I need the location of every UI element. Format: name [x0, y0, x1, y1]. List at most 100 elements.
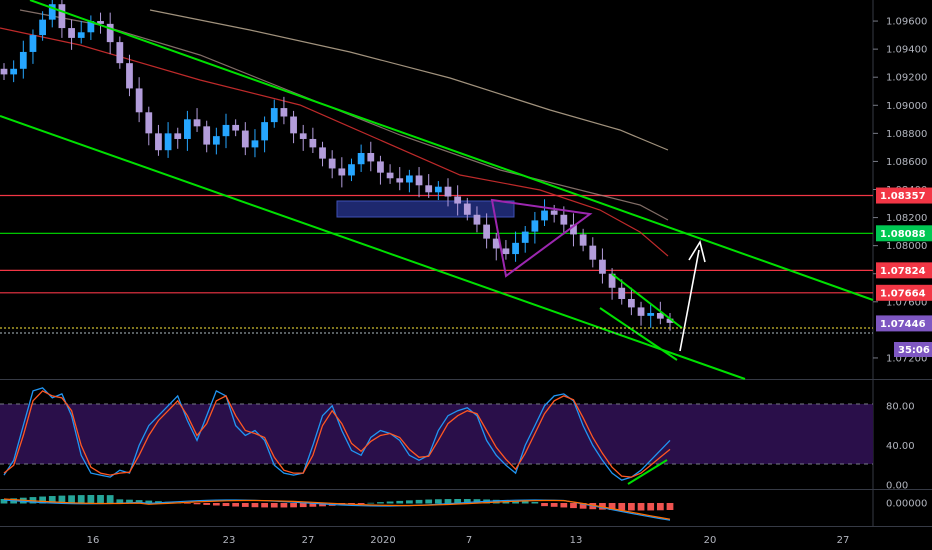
- macd-histogram-bar: [232, 503, 240, 507]
- candle-body: [10, 68, 18, 75]
- macd-histogram-bar: [618, 503, 626, 511]
- candle-body: [174, 133, 182, 139]
- candle-body: [309, 138, 317, 148]
- macd-histogram-bar: [647, 503, 655, 511]
- macd-histogram-bar: [193, 503, 201, 505]
- candle-body: [280, 108, 288, 117]
- stochastic-pane[interactable]: [3, 387, 671, 481]
- macd-histogram-bar: [299, 503, 307, 508]
- price-tick-label: 1.09000: [886, 101, 927, 112]
- price-tick-label: 1.08200: [886, 213, 927, 224]
- macd-histogram-bar: [550, 503, 558, 507]
- stoch-axis: 80.00 40.00 0.00: [886, 401, 915, 491]
- ma-100-line: [19, 9, 669, 221]
- macd-histogram-bar: [637, 503, 645, 511]
- candle-body: [570, 224, 577, 235]
- candle-body: [599, 259, 606, 274]
- candle-body: [550, 210, 558, 215]
- candle-body: [541, 210, 548, 221]
- macd-histogram-bar: [48, 496, 56, 504]
- time-tick-label: 27: [302, 535, 315, 546]
- macd-tick-label: 0.00000: [886, 499, 927, 510]
- candle-body: [97, 21, 104, 24]
- price-tag-label: 1.08088: [880, 229, 926, 240]
- candle-body: [608, 273, 616, 288]
- candle-body: [656, 313, 664, 319]
- macd-histogram-bar: [367, 502, 375, 504]
- candle-body: [618, 287, 626, 299]
- macd-histogram-bar: [58, 495, 66, 504]
- price-tag-label: 1.07446: [880, 319, 926, 330]
- candle-body: [241, 130, 249, 148]
- wedge-upper-line[interactable]: [611, 273, 683, 329]
- macd-histogram-bar: [97, 495, 104, 504]
- wedge-lower-line[interactable]: [599, 307, 678, 361]
- macd-histogram-bar: [463, 499, 471, 504]
- stoch-tick-label: 40.00: [886, 441, 915, 452]
- candles: [0, 0, 674, 331]
- macd-histogram-bar: [241, 503, 249, 507]
- candle-body: [68, 28, 75, 38]
- candle-body: [48, 4, 56, 20]
- macd-histogram-bar: [184, 503, 191, 504]
- candle-body: [222, 124, 230, 137]
- macd-histogram-bar: [406, 500, 413, 504]
- macd-histogram-bar: [251, 503, 259, 508]
- candle-body: [164, 133, 172, 151]
- channel-upper-trendline[interactable]: [29, 0, 874, 301]
- candle-body: [454, 196, 462, 204]
- macd-histogram-bar: [280, 503, 288, 508]
- macd-histogram-bar: [656, 503, 664, 511]
- macd-histogram-bar: [628, 503, 635, 511]
- candle-body: [473, 214, 481, 225]
- candle-body: [434, 186, 442, 193]
- macd-signal-line: [3, 498, 671, 520]
- candle-body: [319, 147, 326, 159]
- price-tick-label: 1.08800: [886, 129, 927, 140]
- candle-body: [29, 35, 37, 52]
- macd-histogram-bar: [68, 495, 75, 504]
- candle-body: [367, 153, 375, 162]
- macd-histogram-bar: [512, 500, 519, 504]
- candle-body: [87, 21, 95, 33]
- macd-pane[interactable]: [0, 495, 674, 521]
- candle-body: [444, 186, 452, 197]
- price-axis[interactable]: 1.09600 1.09400 1.09200 1.09000 1.08800 1.086…: [873, 17, 927, 365]
- candle-body: [386, 172, 394, 179]
- candle-body: [19, 51, 27, 69]
- time-tick-label: 27: [837, 535, 850, 546]
- macd-histogram-bar: [145, 500, 153, 504]
- macd-histogram-bar: [357, 503, 365, 504]
- candle-body: [232, 124, 240, 131]
- candle-body: [348, 164, 355, 176]
- macd-histogram-bar: [106, 495, 114, 504]
- time-axis[interactable]: 16 23 27 2020 7 13 20 27: [87, 535, 850, 546]
- candle-body: [396, 178, 404, 183]
- macd-histogram-bar: [222, 503, 230, 507]
- candle-body: [77, 32, 85, 38]
- time-tick-label: 20: [704, 535, 717, 546]
- price-tag-box: [876, 284, 932, 301]
- candle-body: [212, 136, 220, 145]
- countdown-label: 35:06: [898, 345, 930, 356]
- candle-body: [377, 161, 384, 173]
- candle-body: [483, 224, 490, 239]
- candle-body: [647, 313, 655, 316]
- projection-arrow[interactable]: [679, 249, 700, 352]
- resistance-zone-box[interactable]: [336, 200, 515, 218]
- channel-lower-trendline[interactable]: [0, 115, 746, 380]
- triangle-pattern[interactable]: [490, 198, 593, 278]
- ma-200-line: [149, 9, 669, 151]
- time-tick-label: 7: [466, 535, 472, 546]
- macd-histogram-bar: [87, 495, 95, 504]
- price-tag-box: [876, 315, 932, 332]
- price-tag-box: [876, 262, 932, 279]
- candle-body: [126, 63, 133, 89]
- price-tags: 1.08357 1.08088 1.07824 1.07664 1.07446: [876, 187, 932, 332]
- stoch-divergence-trendline[interactable]: [627, 459, 668, 485]
- price-tick-label: 1.07200: [886, 353, 927, 364]
- candle-body: [0, 68, 8, 75]
- macd-histogram-bar: [0, 499, 8, 504]
